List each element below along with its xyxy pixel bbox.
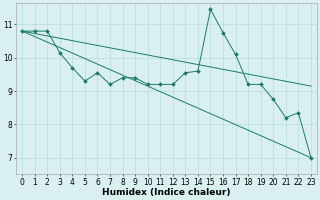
X-axis label: Humidex (Indice chaleur): Humidex (Indice chaleur) <box>102 188 231 197</box>
